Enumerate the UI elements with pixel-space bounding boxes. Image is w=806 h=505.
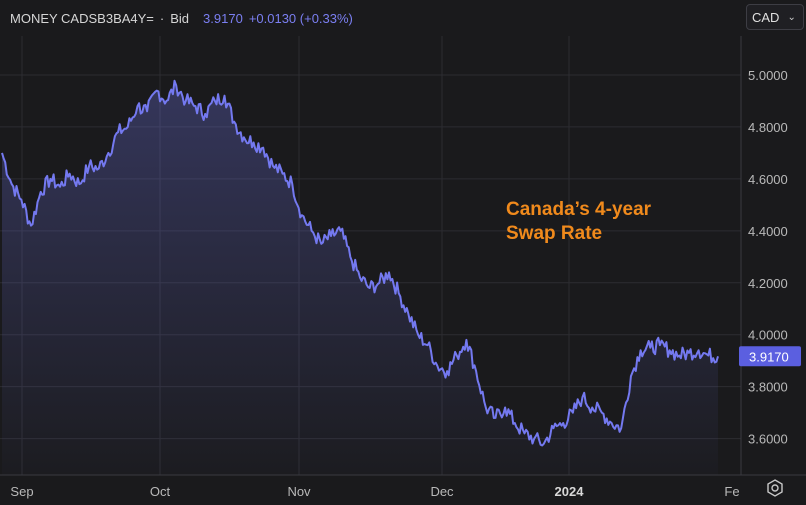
y-tick-label: 4.6000 [748,172,788,187]
currency-value: CAD [752,9,780,25]
x-tick-label: Fe [724,484,739,499]
y-tick-label: 4.2000 [748,276,788,291]
y-tick-label: 3.8000 [748,380,788,395]
series-line [1,79,719,447]
ticker-header: MONEY CADSB3BA4Y= · Bid 3.9170 +0.0130 (… [10,10,353,26]
ticker-separator: · [159,10,165,26]
x-tick-label: Nov [287,484,311,499]
y-tick-label: 4.8000 [748,120,788,135]
chart-settings-button[interactable] [764,477,786,499]
y-tick-label: 3.6000 [748,432,788,447]
last-price-label: 3.9170 [749,349,789,364]
x-tick-label: Oct [150,484,171,499]
annotation-line-1: Canada’s 4-year [506,199,652,220]
x-tick-label: Dec [430,484,454,499]
last-price-tag: 3.9170 [739,346,801,367]
currency-dropdown[interactable]: CAD ⌄ [746,4,804,30]
ticker-change: +0.0130 (+0.33%) [248,10,353,26]
ticker-last-price: 3.9170 [203,10,243,26]
ticker-symbol: MONEY CADSB3BA4Y= [10,10,154,26]
x-tick-label: 2024 [555,484,585,499]
y-tick-label: 5.0000 [748,68,788,83]
x-tick-label: Sep [10,484,33,499]
annotation-line-2: Swap Rate [506,223,602,244]
y-tick-label: 4.4000 [748,224,788,239]
gear-icon [767,479,783,497]
y-tick-label: 4.0000 [748,328,788,343]
ticker-field: Bid [170,10,190,26]
chevron-down-icon: ⌄ [787,11,796,23]
